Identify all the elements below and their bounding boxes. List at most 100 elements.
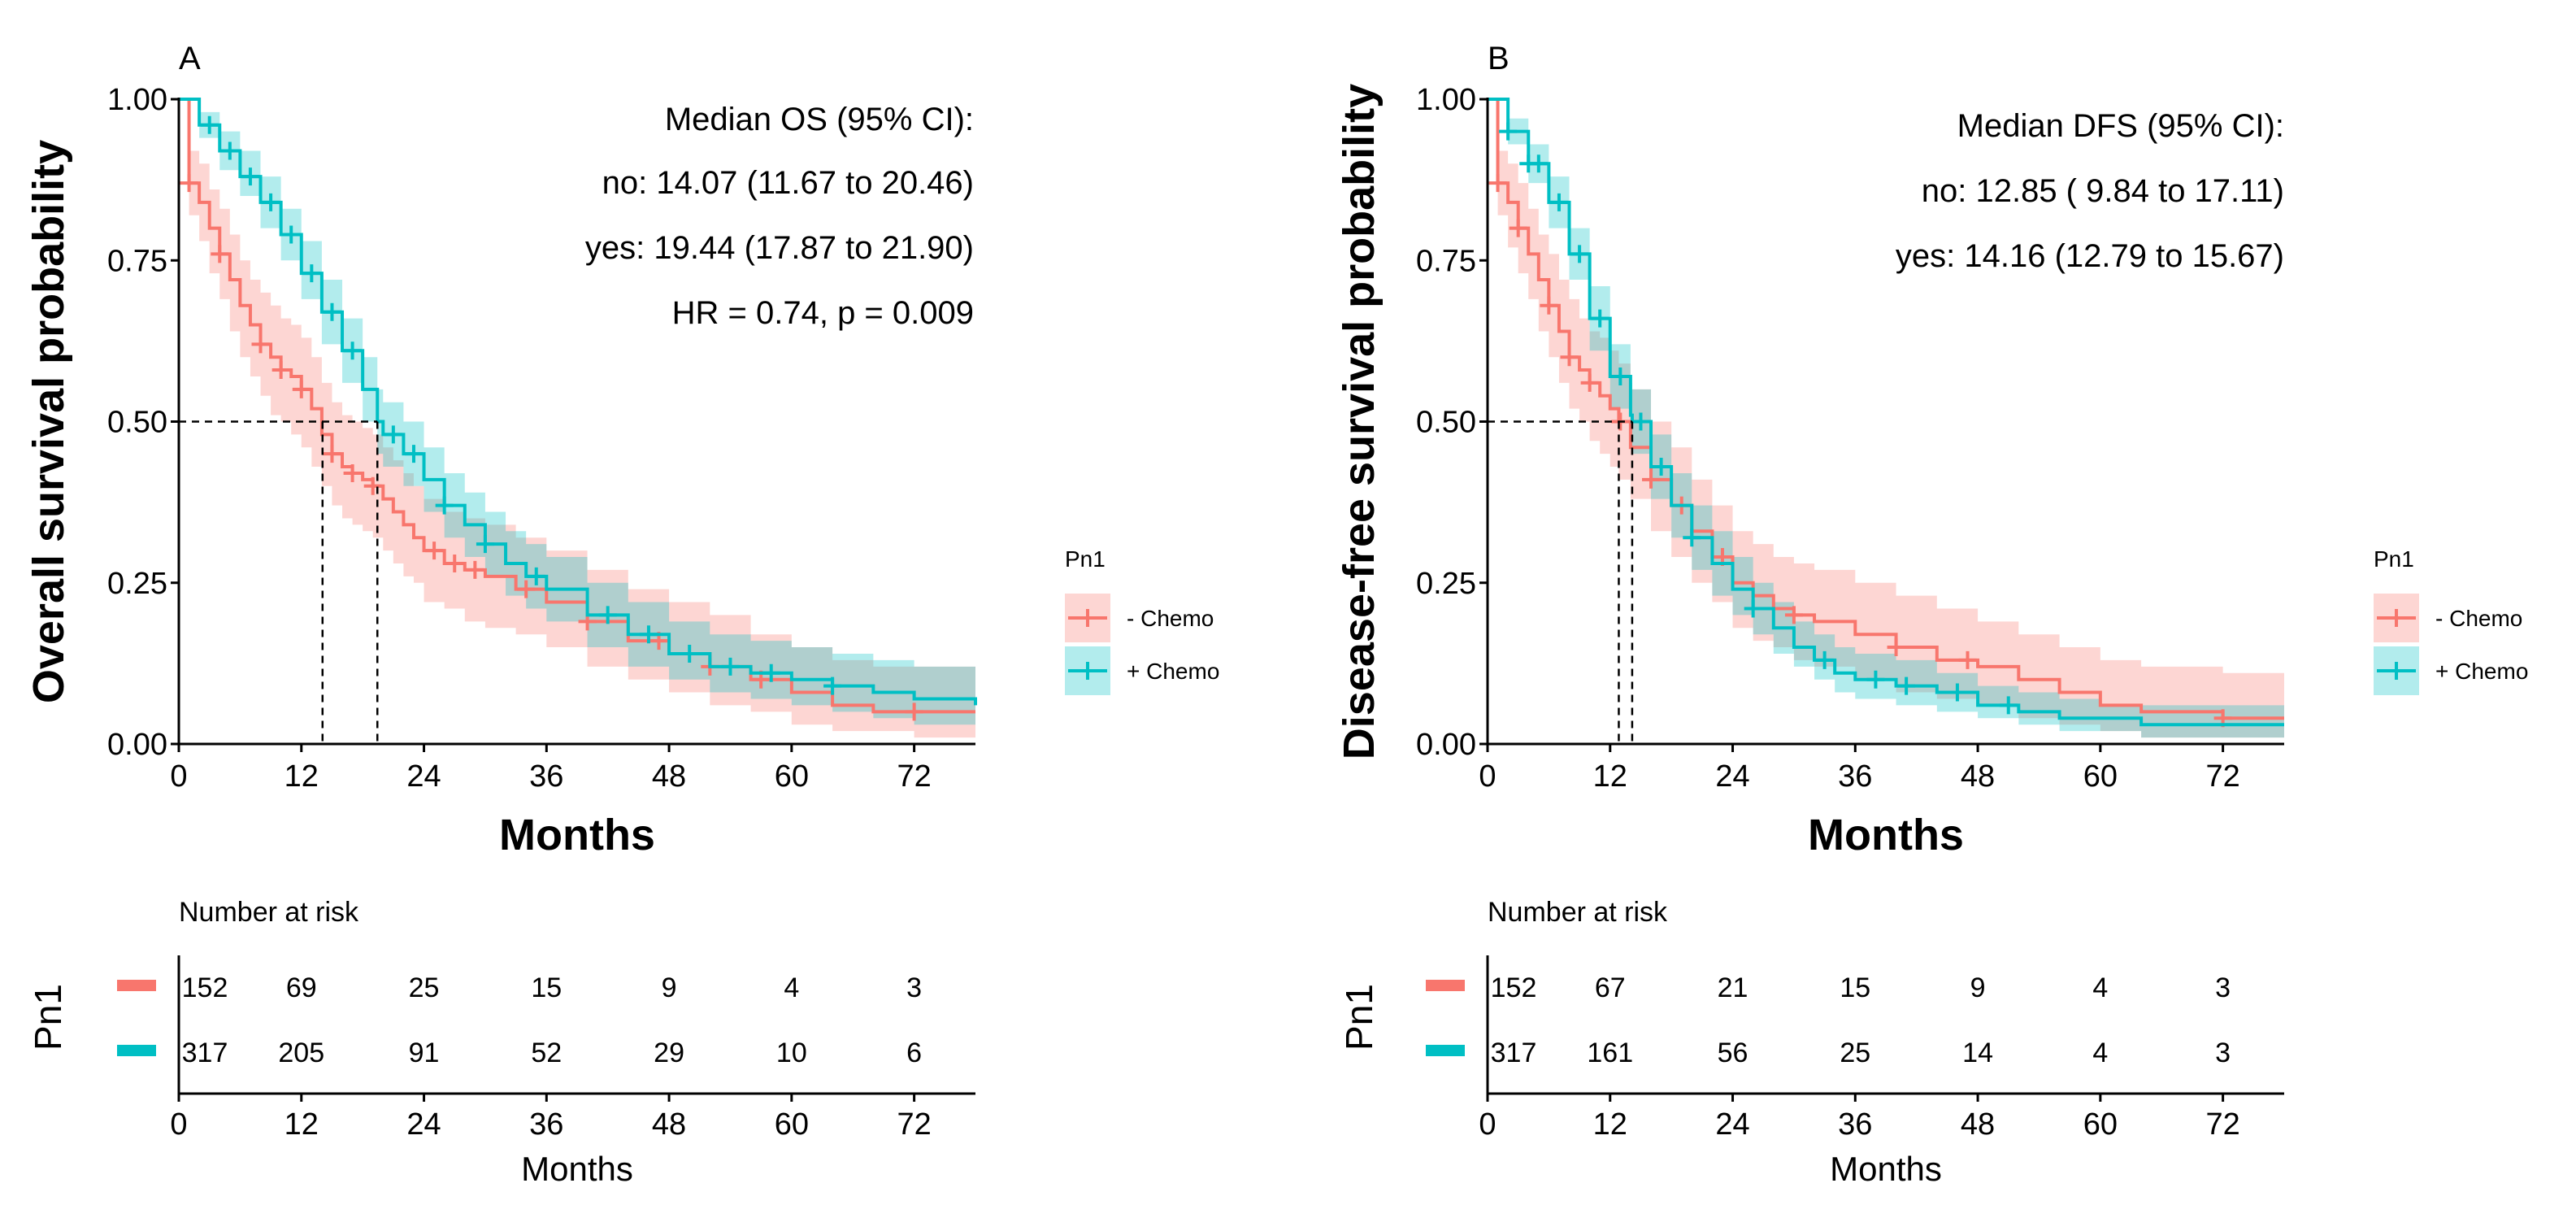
risk-count: 21 <box>1718 972 1748 1003</box>
x-tick-label: 12 <box>1593 759 1627 794</box>
y-tick-label: 1.00 <box>107 83 167 117</box>
censor-mark <box>1570 245 1589 263</box>
risk-count: 317 <box>182 1037 228 1068</box>
censor-mark <box>466 560 484 579</box>
censor-mark <box>639 625 658 644</box>
censor-mark <box>200 115 219 134</box>
censor-mark <box>1958 650 1977 669</box>
risk-tick-label: 24 <box>1715 1107 1749 1142</box>
censor-mark <box>527 567 545 585</box>
legend-label: - Chemo <box>1127 606 1214 631</box>
y-tick-label: 1.00 <box>1416 83 1476 117</box>
ci-ribbon-series-1 <box>1488 99 2284 738</box>
risk-count: 29 <box>654 1037 684 1068</box>
censor-mark <box>180 174 198 193</box>
censor-mark <box>1897 676 1916 695</box>
stats-annotation: no: 12.85 ( 9.84 to 17.11) <box>1922 173 2284 209</box>
censor-mark <box>445 554 464 572</box>
risk-tick-label: 60 <box>775 1107 809 1142</box>
y-tick-label: 0.25 <box>107 567 167 601</box>
censor-mark <box>435 496 454 515</box>
x-tick-label: 60 <box>2083 759 2118 794</box>
x-tick-label: 24 <box>1715 759 1749 794</box>
legend-label: + Chemo <box>1127 659 1219 684</box>
stats-annotation: Median DFS (95% CI): <box>1957 108 2284 144</box>
risk-row-swatch <box>117 980 156 991</box>
risk-count: 152 <box>1491 972 1537 1003</box>
censor-mark <box>323 302 341 321</box>
censor-mark <box>282 225 301 244</box>
risk-count: 317 <box>1491 1037 1537 1068</box>
panel-label: B <box>1488 41 1510 76</box>
x-tick-label: 36 <box>529 759 563 794</box>
risk-tick-label: 24 <box>406 1107 441 1142</box>
censor-mark <box>680 644 699 663</box>
censor-mark <box>1784 606 1803 624</box>
y-tick-label: 0.00 <box>1416 728 1476 762</box>
risk-tick-label: 0 <box>170 1107 187 1142</box>
censor-mark <box>598 606 617 624</box>
censor-mark <box>1611 367 1630 385</box>
risk-table-group-label: Pn1 <box>27 984 69 1051</box>
x-tick-label: 12 <box>285 759 319 794</box>
censor-mark <box>1683 529 1701 547</box>
censor-mark <box>1540 296 1558 315</box>
censor-mark <box>1948 683 1966 702</box>
censor-mark <box>211 245 229 263</box>
censor-mark <box>1642 470 1661 489</box>
censor-mark <box>1560 348 1579 367</box>
censor-mark <box>1591 309 1609 328</box>
risk-count: 67 <box>1595 972 1626 1003</box>
ci-ribbon-series-1 <box>179 99 975 725</box>
risk-count: 4 <box>2092 1037 2108 1068</box>
x-axis-title: Months <box>1808 811 1964 859</box>
censor-mark <box>363 476 382 495</box>
censor-mark <box>404 445 423 463</box>
risk-table-title: Number at risk <box>1488 897 1668 928</box>
censor-mark <box>384 425 402 444</box>
x-tick-label: 48 <box>1961 759 1995 794</box>
panel-a: A0.000.250.500.751.000 12 24 36 48 60 72Months… <box>24 41 1219 1188</box>
censor-mark <box>1631 412 1650 431</box>
risk-tick-label: 48 <box>652 1107 686 1142</box>
risk-count: 9 <box>1970 972 1986 1003</box>
censor-mark <box>905 703 923 721</box>
censor-mark <box>343 341 362 360</box>
censor-mark <box>517 580 536 598</box>
panel-label: A <box>179 41 201 76</box>
ci-ribbon-series-0 <box>1488 99 2284 738</box>
risk-x-title: Months <box>521 1150 633 1188</box>
risk-count: 52 <box>531 1037 562 1068</box>
censor-mark <box>343 463 362 482</box>
censor-mark <box>1815 650 1834 669</box>
censor-mark <box>251 335 270 354</box>
y-tick-label: 0.25 <box>1416 567 1476 601</box>
stats-annotation: Median OS (95% CI): <box>665 102 974 137</box>
risk-tick-label: 72 <box>897 1107 931 1142</box>
y-tick-label: 0.50 <box>107 406 167 440</box>
x-tick-label: 36 <box>1838 759 1872 794</box>
risk-tick-label: 36 <box>529 1107 563 1142</box>
censor-mark <box>241 167 259 186</box>
risk-x-title: Months <box>1830 1150 1942 1188</box>
censor-mark <box>262 193 280 211</box>
risk-count: 69 <box>286 972 317 1003</box>
risk-count: 25 <box>1840 1037 1870 1068</box>
censor-mark <box>292 380 311 398</box>
censor-mark <box>1652 458 1670 476</box>
x-axis-title: Months <box>499 811 655 859</box>
risk-tick-label: 72 <box>2205 1107 2239 1142</box>
risk-count: 91 <box>409 1037 440 1068</box>
risk-count: 4 <box>2092 972 2108 1003</box>
risk-count: 6 <box>906 1037 922 1068</box>
censor-mark <box>1580 373 1599 392</box>
legend-title: Pn1 <box>2374 546 2414 572</box>
censor-mark <box>1488 174 1507 193</box>
risk-count: 15 <box>531 972 562 1003</box>
censor-mark <box>476 535 494 554</box>
risk-tick-label: 48 <box>1961 1107 1995 1142</box>
censor-mark <box>721 657 740 676</box>
risk-count: 3 <box>2215 1037 2231 1068</box>
censor-mark <box>823 676 842 695</box>
